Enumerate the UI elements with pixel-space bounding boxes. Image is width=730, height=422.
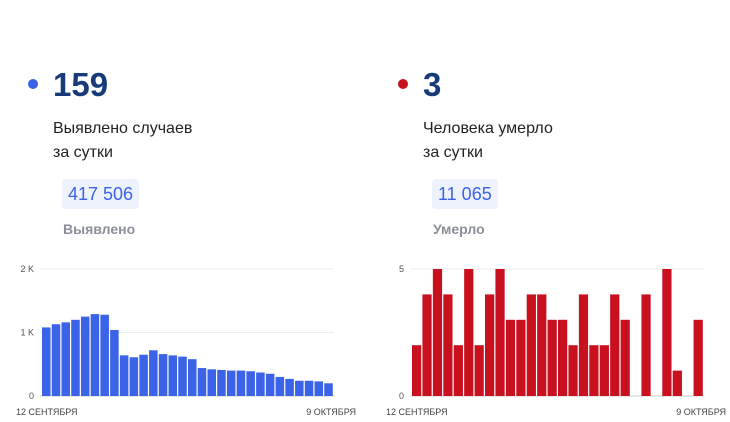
bar — [168, 355, 178, 396]
bar — [226, 370, 236, 396]
bar — [256, 372, 265, 396]
bar — [158, 354, 168, 396]
bar — [620, 319, 630, 396]
cases-panel: 159 Выявлено случаев за сутки 417 506 Вы… — [16, 66, 356, 417]
bar — [285, 378, 294, 396]
bar — [149, 350, 158, 396]
bar — [443, 294, 453, 396]
cases-bar-chart: 0 1 K 2 K 12 СЕНТЯБРЯ 9 ОКТЯБРЯ — [16, 264, 356, 417]
bar — [42, 327, 51, 396]
x-start-label: 12 СЕНТЯБРЯ — [16, 407, 78, 417]
cases-total-badge: 417 506 — [62, 179, 140, 209]
cases-desc-line2: за сутки — [53, 144, 113, 161]
bar — [526, 294, 536, 396]
bar — [516, 319, 526, 396]
deaths-desc-line2: за сутки — [423, 144, 483, 161]
cases-daily-value: 159 — [53, 66, 109, 103]
bar — [485, 294, 495, 396]
bar — [90, 314, 100, 396]
bar — [61, 322, 70, 396]
deaths-panel: 3 Человека умерло за сутки 11 065 Умерло… — [370, 0, 730, 422]
bar — [505, 319, 516, 396]
deaths-total-label: Умерло — [433, 221, 485, 237]
y-tick-label: 5 — [399, 264, 404, 274]
bar — [412, 345, 422, 396]
bar — [314, 381, 324, 396]
bar — [422, 294, 432, 396]
bar — [236, 370, 246, 396]
bar — [217, 369, 226, 396]
bar — [71, 319, 80, 396]
bar — [110, 329, 119, 396]
bar — [568, 345, 578, 396]
bar — [275, 376, 285, 396]
deaths-dot — [398, 79, 408, 89]
bar — [51, 324, 61, 396]
bar — [432, 269, 443, 396]
x-start-label: 12 СЕНТЯБРЯ — [386, 407, 448, 417]
bar — [662, 269, 672, 396]
bar — [265, 373, 275, 396]
bar — [100, 314, 109, 396]
bar — [129, 357, 139, 396]
bar — [610, 294, 620, 396]
bar — [464, 269, 474, 396]
bar — [474, 345, 484, 396]
y-tick-label: 2 K — [20, 264, 34, 274]
bar — [537, 294, 547, 396]
y-tick-label: 0 — [399, 391, 404, 401]
y-tick-label: 0 — [29, 391, 34, 401]
bar — [295, 380, 304, 396]
x-end-label: 9 ОКТЯБРЯ — [676, 407, 726, 417]
bar — [197, 368, 207, 396]
cases-total-label: Выявлено — [63, 221, 136, 237]
y-tick-label: 1 K — [20, 328, 34, 338]
bar — [641, 294, 651, 396]
bar — [558, 319, 568, 396]
bar — [139, 354, 148, 396]
deaths-description: Человека умерло за сутки — [423, 117, 553, 165]
bar — [80, 316, 90, 396]
bar — [693, 319, 703, 396]
bar — [207, 369, 216, 396]
bar — [246, 371, 255, 396]
bar — [495, 269, 505, 396]
x-end-label: 9 ОКТЯБРЯ — [306, 407, 356, 417]
bar — [599, 345, 609, 396]
deaths-total-badge: 11 065 — [432, 179, 498, 209]
bar — [304, 380, 314, 396]
cases-dot — [28, 79, 38, 89]
deaths-daily-value: 3 — [423, 66, 442, 103]
bar — [547, 319, 557, 396]
bar — [578, 294, 589, 396]
deaths-bar-chart: 0 5 12 СЕНТЯБРЯ 9 ОКТЯБРЯ — [386, 264, 726, 417]
cases-description: Выявлено случаев за сутки — [53, 117, 192, 165]
bar — [589, 345, 599, 396]
cases-desc-line1: Выявлено случаев — [53, 120, 193, 137]
bar — [324, 383, 333, 396]
deaths-desc-line1: Человека умерло — [423, 120, 553, 137]
bar — [178, 356, 187, 396]
bar — [188, 359, 197, 396]
bar — [453, 345, 463, 396]
bar — [119, 355, 129, 396]
bar — [672, 370, 682, 396]
